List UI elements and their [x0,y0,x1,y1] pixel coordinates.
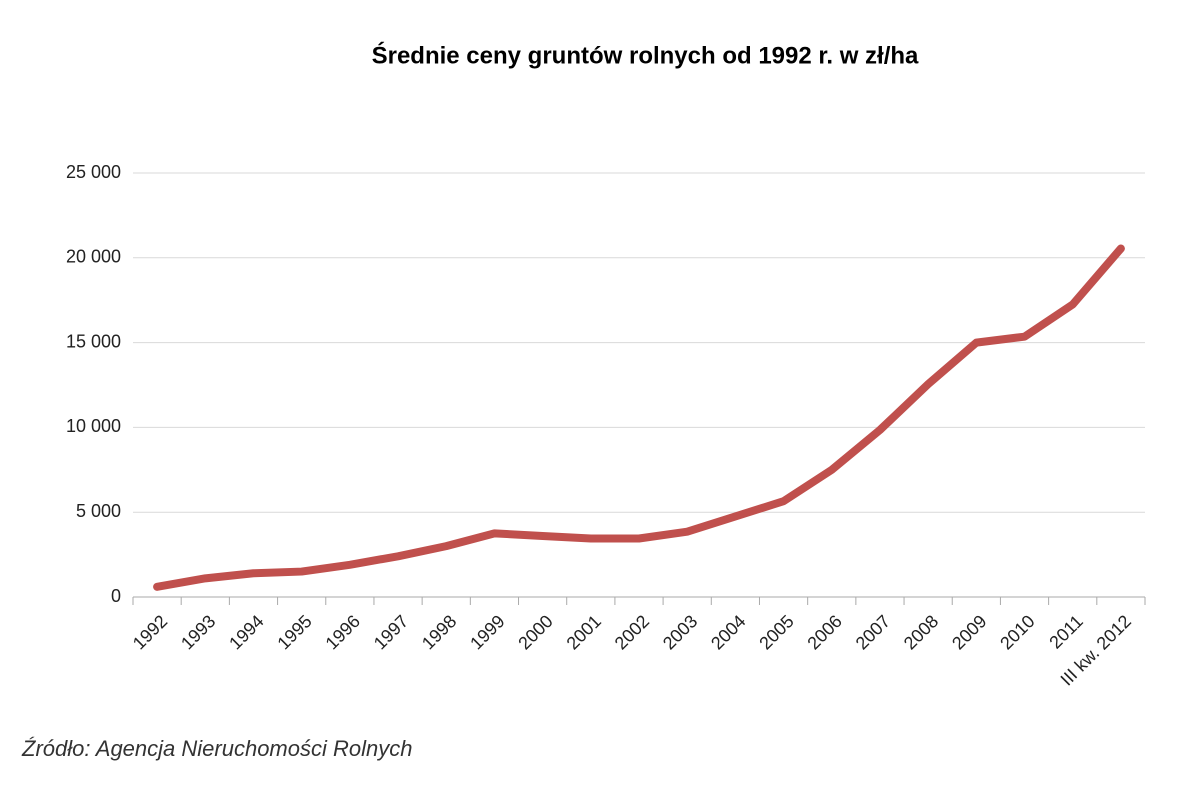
y-tick-label: 0 [111,586,121,606]
x-tick-label: 1993 [177,611,219,653]
y-tick-label: 5 000 [76,501,121,521]
x-tick-label: 1995 [273,611,315,653]
x-tick-label: 2009 [948,611,990,653]
x-tick-label: 2007 [852,611,894,653]
x-tick-label: 2003 [659,611,701,653]
x-tick-label: 2004 [707,611,749,653]
source-note: Źródło: Agencja Nieruchomości Rolnych [21,736,412,761]
x-tick-label: 2006 [803,611,845,653]
x-tick-label: 2010 [996,611,1038,653]
y-tick-label: 15 000 [66,331,121,351]
x-tick-label: 1998 [418,611,460,653]
x-tick-label: 1994 [225,611,267,653]
x-tick-label: 2002 [611,611,653,653]
x-tick-label: 2011 [1045,611,1087,653]
x-tick-label: 1997 [370,611,412,653]
x-tick-label: 2008 [900,611,942,653]
y-tick-label: 20 000 [66,247,121,267]
x-tick-label: 2005 [755,611,797,653]
chart-title: Średnie ceny gruntów rolnych od 1992 r. … [372,41,919,69]
x-tick-label: 2001 [563,611,605,653]
x-tick-label: 1992 [129,611,171,653]
x-tick-label: 1999 [466,611,508,653]
y-tick-label: 25 000 [66,162,121,182]
x-tick-label: 1996 [322,611,364,653]
x-tick-label: 2000 [514,611,556,653]
y-tick-label: 10 000 [66,416,121,436]
data-line [153,244,1125,591]
